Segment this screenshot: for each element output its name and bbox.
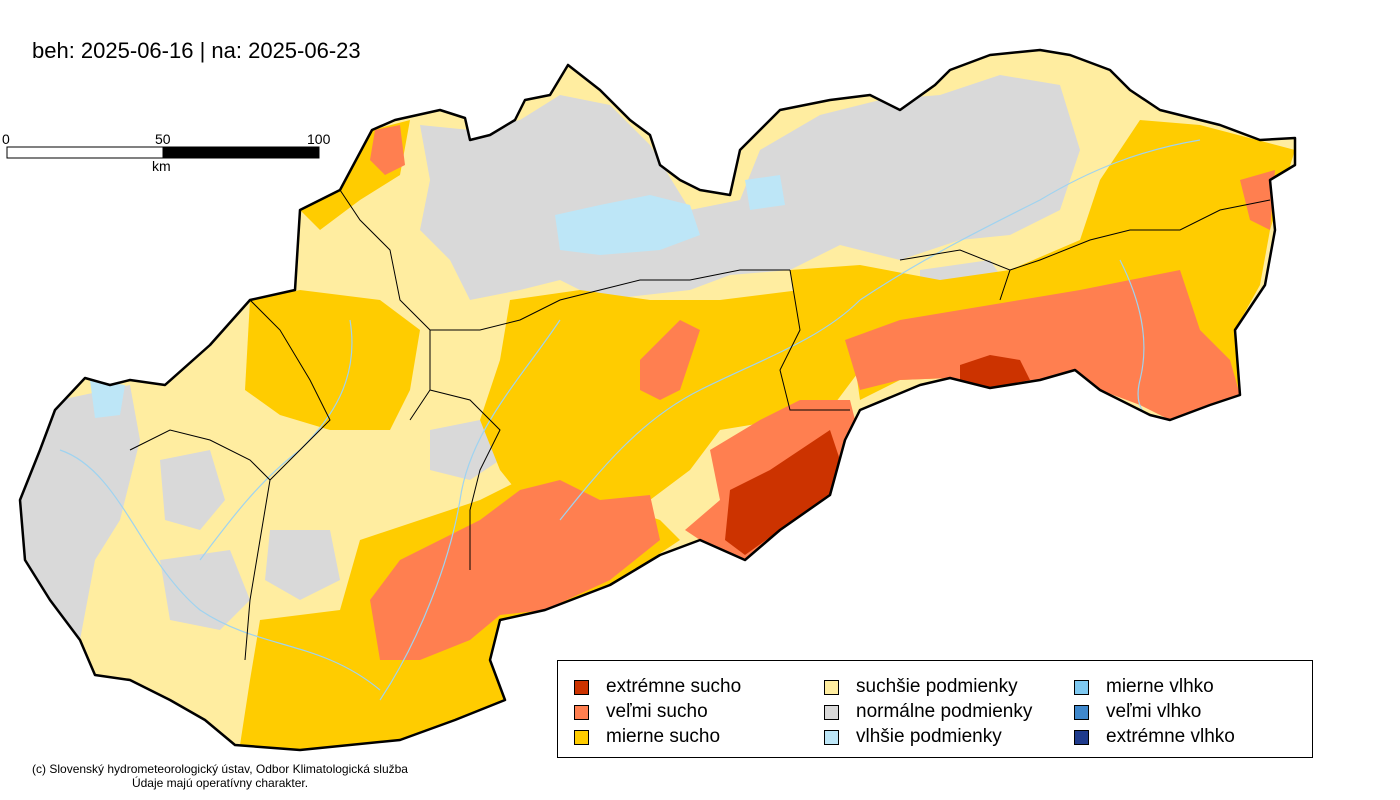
legend-swatch-drier-conditions bbox=[824, 679, 839, 695]
legend-swatch-very-wet bbox=[1074, 704, 1089, 720]
scale-tick-0: 0 bbox=[2, 131, 10, 147]
river bbox=[1119, 259, 1151, 421]
region-border bbox=[1009, 199, 1271, 271]
zone-wetter-north bbox=[745, 175, 785, 210]
credit-line-2: Údaje majú operatívny charakter. bbox=[131, 776, 309, 790]
zone-wetter-west bbox=[90, 380, 125, 418]
legend-label: vlhšie podmienky bbox=[856, 726, 1002, 747]
zone-very-south bbox=[370, 480, 660, 660]
river bbox=[859, 139, 1201, 301]
legend-item: vlhšie podmienky bbox=[824, 726, 1002, 748]
legend-label: suchšie podmienky bbox=[856, 676, 1018, 697]
region-border bbox=[899, 249, 1011, 301]
legend-item: suchšie podmienky bbox=[824, 676, 1018, 698]
river bbox=[59, 449, 381, 691]
legend-label: veľmi vlhko bbox=[1106, 701, 1202, 722]
zone-normal-sw2 bbox=[160, 550, 250, 630]
legend-item: normálne podmienky bbox=[824, 701, 1032, 723]
zone-normal-sw1 bbox=[160, 450, 225, 530]
legend-swatch-normal-conditions bbox=[824, 704, 839, 720]
zone-very-east bbox=[845, 270, 1240, 420]
country-border bbox=[18, 48, 1297, 752]
legend-label: normálne podmienky bbox=[856, 701, 1033, 722]
legend-swatch-extreme-drought bbox=[574, 679, 589, 695]
legend-label: mierne vlhko bbox=[1106, 676, 1214, 697]
credit-note: (c) Slovenský hydrometeorologický ústav,… bbox=[30, 762, 410, 790]
credit-line-1: (c) Slovenský hydrometeorologický ústav,… bbox=[32, 762, 408, 776]
region-border bbox=[430, 269, 790, 331]
scale-bar-black-segment bbox=[162, 146, 320, 159]
region-border bbox=[779, 269, 850, 411]
scale-unit: km bbox=[152, 158, 171, 174]
zone-very-farEast bbox=[1240, 170, 1275, 230]
map-title: beh: 2025-06-16 | na: 2025-06-23 bbox=[32, 38, 361, 63]
zone-extreme-southeast bbox=[725, 430, 840, 555]
legend-swatch-extremely-wet bbox=[1074, 729, 1089, 745]
legend-label: extrémne vlhko bbox=[1106, 726, 1235, 747]
legend-item: extrémne sucho bbox=[574, 676, 741, 698]
district-borders bbox=[129, 189, 1271, 661]
zone-very-central bbox=[640, 320, 700, 400]
scale-tick-100: 100 bbox=[307, 131, 331, 147]
legend-label: mierne sucho bbox=[606, 726, 721, 747]
scale-bar bbox=[6, 146, 320, 159]
legend-item: extrémne vlhko bbox=[1074, 726, 1235, 748]
legend-swatch-moderate-drought bbox=[574, 729, 589, 745]
zone-extreme-east bbox=[960, 355, 1030, 388]
zone-mild-west bbox=[245, 290, 420, 430]
region-border bbox=[429, 389, 501, 570]
zone-normal-sw3 bbox=[265, 530, 340, 600]
legend-swatch-moderately-wet bbox=[1074, 679, 1089, 695]
legend-item: veľmi vlhko bbox=[1074, 701, 1201, 723]
region-border bbox=[244, 299, 331, 661]
zone-wetter-tatra bbox=[555, 195, 700, 255]
legend-label: extrémne sucho bbox=[606, 676, 742, 697]
legend: extrémne sucho veľmi sucho mierne sucho … bbox=[557, 660, 1313, 758]
legend-label: veľmi sucho bbox=[606, 701, 708, 722]
legend-item: veľmi sucho bbox=[574, 701, 708, 723]
river bbox=[379, 319, 561, 701]
zone-normal-west bbox=[20, 385, 140, 640]
zone-mild-central bbox=[480, 290, 860, 520]
legend-item: mierne sucho bbox=[574, 726, 720, 748]
scale-bar-white-segment bbox=[6, 146, 164, 159]
scale-tick-50: 50 bbox=[155, 131, 171, 147]
river bbox=[559, 299, 861, 521]
zone-very-north bbox=[370, 125, 405, 175]
legend-swatch-wetter-conditions bbox=[824, 729, 839, 745]
rivers bbox=[59, 139, 1201, 701]
legend-item: mierne vlhko bbox=[1074, 676, 1214, 698]
region-border bbox=[129, 429, 271, 481]
legend-swatch-very-dry bbox=[574, 704, 589, 720]
